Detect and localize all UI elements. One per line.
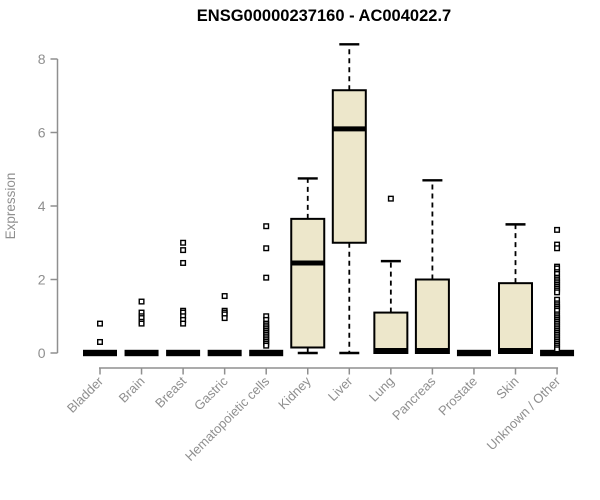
x-tick-label-brain: Brain (116, 374, 148, 406)
box-kidney (290, 217, 326, 349)
y-axis-label: Expression (3, 173, 18, 240)
outlier-lung (387, 195, 394, 202)
x-tick-label-unknown-other: Unknown / Other (484, 373, 564, 453)
x-tick-label-gastric: Gastric (191, 373, 231, 413)
outlier-breast (180, 247, 187, 254)
outlier-bladder (96, 320, 103, 327)
x-tick-label-kidney: Kidney (275, 373, 314, 412)
box-liver (331, 89, 367, 244)
y-tick-label: 6 (38, 125, 46, 141)
collapsed-box-gastric (207, 349, 242, 357)
outlier-gastric (221, 293, 228, 300)
outlier-unknown-other (554, 245, 561, 252)
box-pancreas (414, 278, 450, 354)
outlier-unknown-other (554, 289, 561, 296)
collapsed-box-breast (166, 349, 201, 357)
y-tick-label: 4 (38, 198, 46, 214)
outlier-breast (180, 259, 187, 266)
chart-title: ENSG00000237160 - AC004022.7 (197, 7, 451, 25)
x-tick-label-skin: Skin (493, 374, 521, 402)
x-tick-label-pancreas: Pancreas (389, 373, 439, 423)
outlier-hematopoietic-cells (263, 274, 270, 281)
x-tick-label-lung: Lung (366, 374, 397, 405)
outlier-hematopoietic-cells (263, 342, 270, 349)
outlier-breast (180, 239, 187, 246)
y-tick-label: 8 (38, 51, 46, 67)
outlier-bladder (96, 338, 103, 345)
outlier-hematopoietic-cells (263, 245, 270, 252)
outlier-brain (138, 320, 145, 327)
outlier-unknown-other (554, 226, 561, 233)
outlier-unknown-other (554, 346, 561, 353)
collapsed-box-prostate (456, 349, 491, 357)
y-tick-label: 2 (38, 272, 46, 288)
collapsed-box-unknown-other (540, 349, 575, 357)
x-tick-label-breast: Breast (152, 373, 189, 410)
x-tick-label-liver: Liver (325, 373, 356, 404)
outlier-gastric (221, 315, 228, 322)
collapsed-box-brain (124, 349, 159, 357)
outlier-breast (180, 320, 187, 327)
outlier-brain (138, 298, 145, 305)
box-skin (498, 282, 533, 354)
x-tick-label-prostate: Prostate (435, 374, 480, 419)
x-tick-label-bladder: Bladder (64, 373, 107, 416)
collapsed-box-bladder (83, 349, 117, 357)
box-lung (373, 311, 409, 355)
outlier-hematopoietic-cells (263, 223, 270, 230)
y-tick-label: 0 (38, 345, 46, 361)
collapsed-box-hematopoietic-cells (249, 349, 284, 357)
